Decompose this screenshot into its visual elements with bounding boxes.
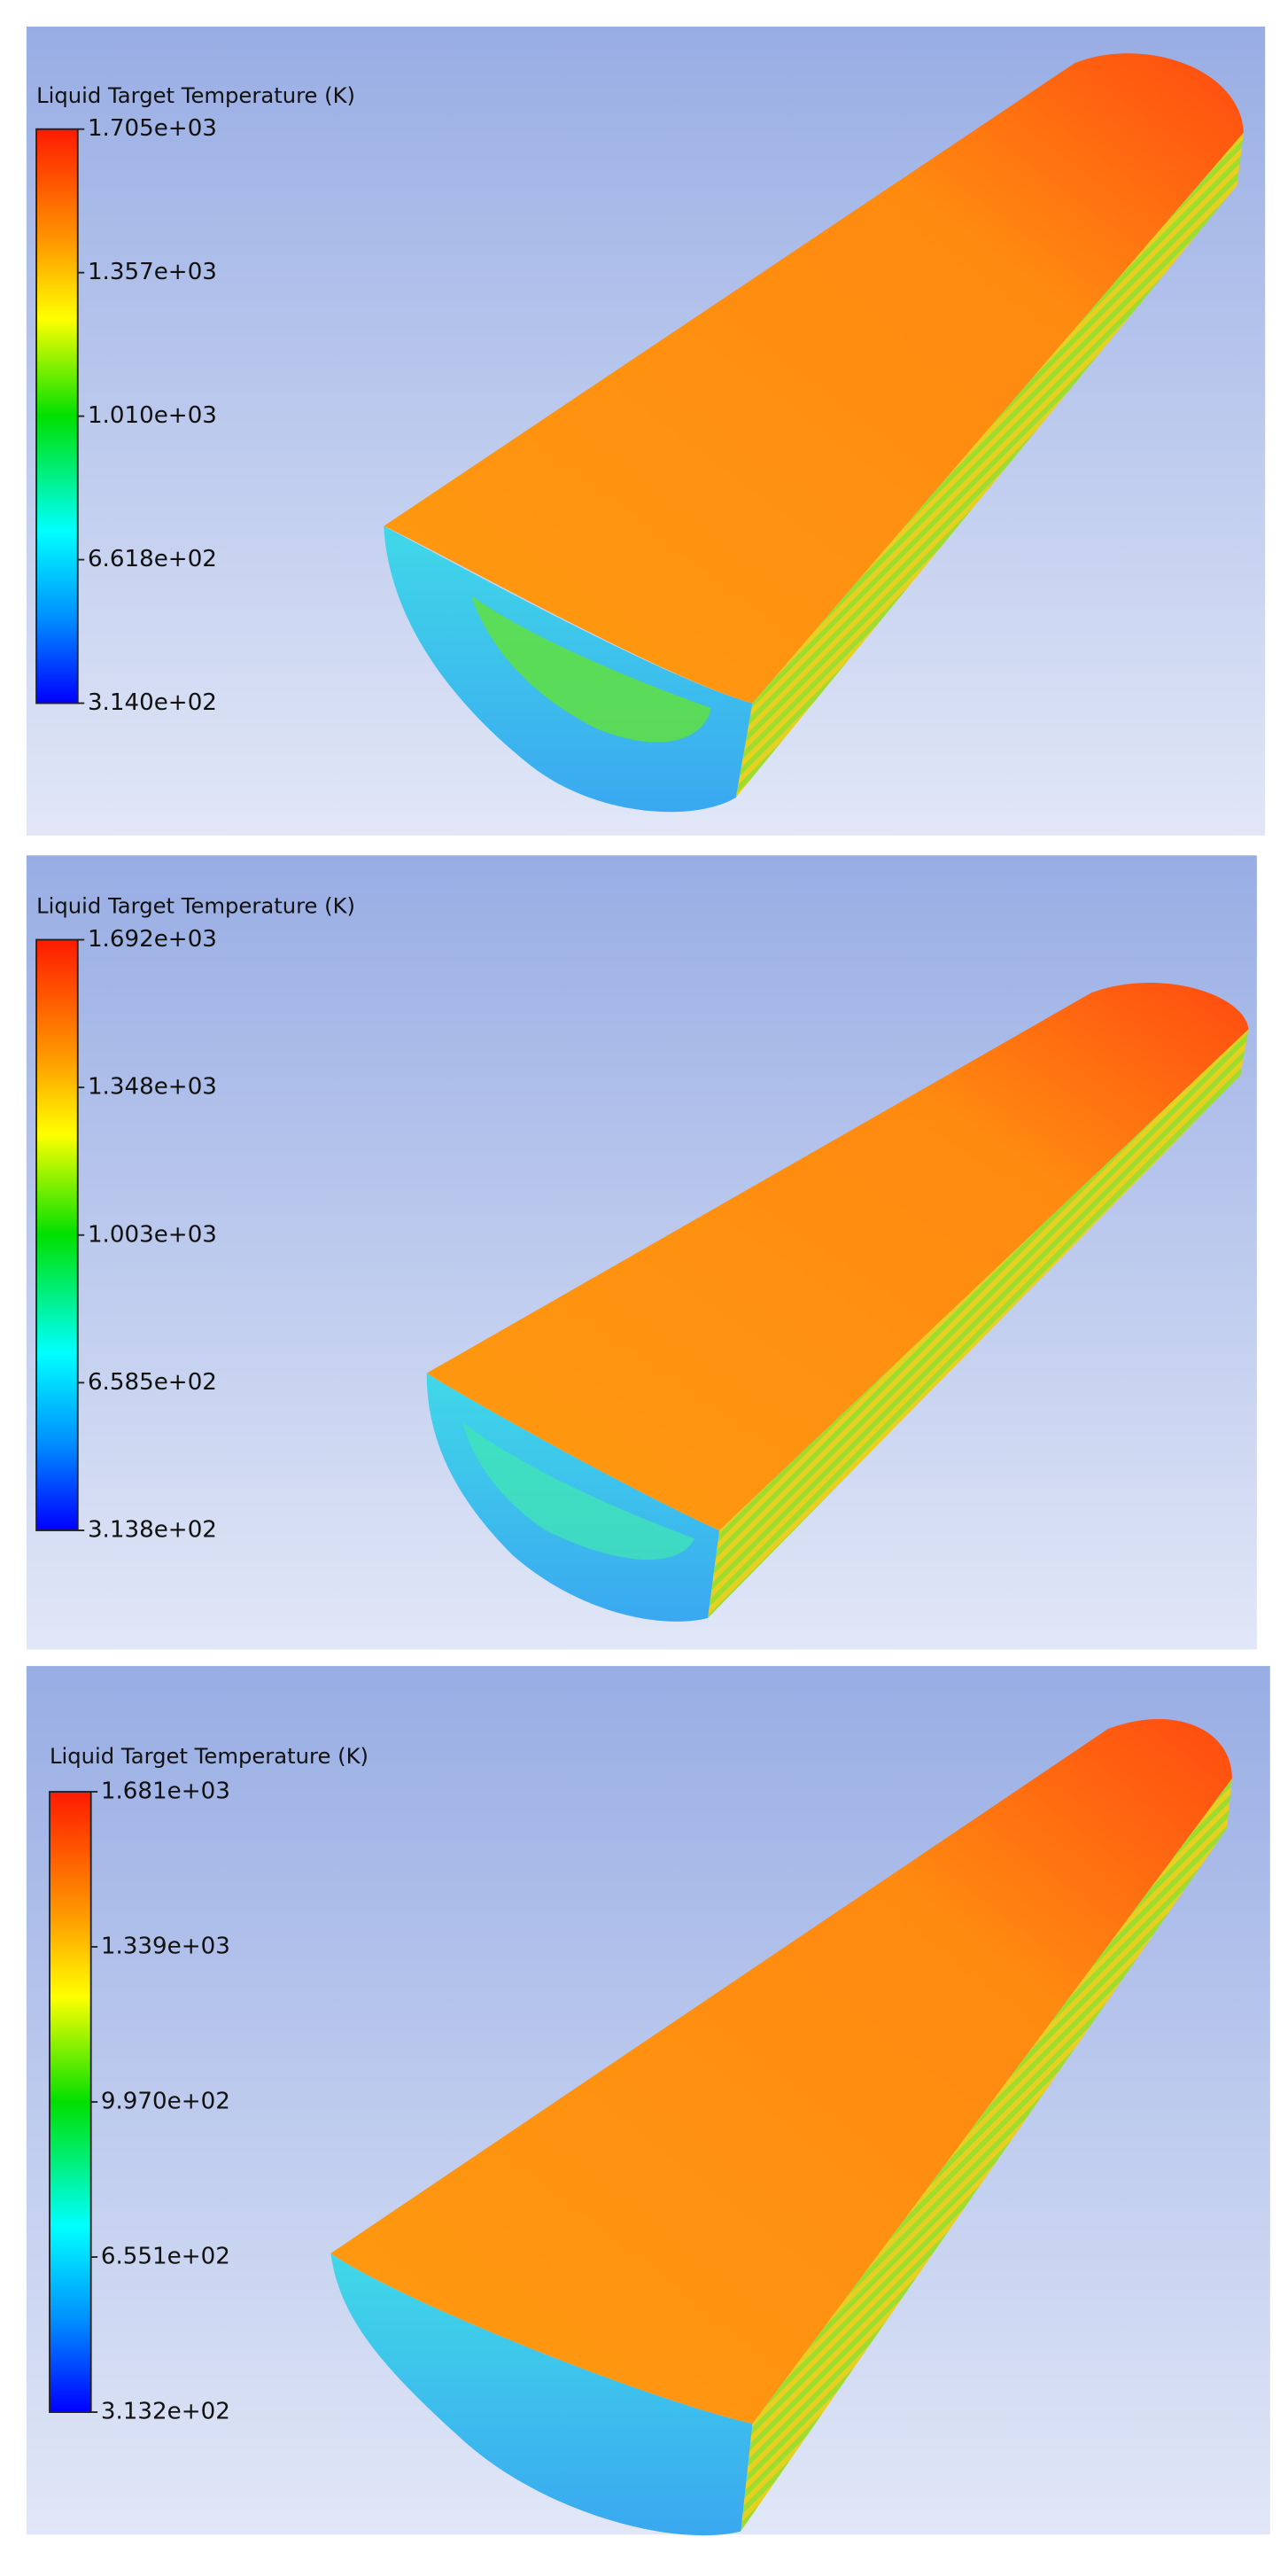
colorbar-label: 3.138e+02: [88, 1517, 217, 1544]
colorbar-label: 6.618e+02: [88, 546, 217, 572]
colorbar-label: 6.551e+02: [101, 2244, 230, 2270]
colorbar-label: 3.140e+02: [88, 689, 217, 716]
colorbar-label: 9.970e+02: [101, 2089, 230, 2115]
contour-object: [384, 53, 1244, 813]
colorbar-label: 3.132e+02: [101, 2399, 230, 2425]
colorbar-label: 1.003e+03: [88, 1221, 217, 1248]
colorbar-label: 6.585e+02: [88, 1369, 217, 1396]
colorbar-label: 1.010e+03: [88, 402, 217, 429]
colorbar: [49, 1791, 92, 2414]
colorbar-label: 1.692e+03: [88, 926, 217, 953]
legend-title: Liquid Target Temperature (K): [50, 1743, 368, 1769]
colorbar: [35, 128, 79, 704]
colorbar: [35, 938, 79, 1531]
colorbar-label: 1.339e+03: [101, 1934, 230, 1960]
contour-object: [426, 982, 1249, 1622]
colorbar-label: 1.705e+03: [88, 115, 217, 142]
colorbar-label: 1.357e+03: [88, 259, 217, 285]
legend-title: Liquid Target Temperature (K): [36, 893, 355, 919]
colorbar-label: 1.681e+03: [101, 1778, 230, 1804]
legend-title: Liquid Target Temperature (K): [36, 82, 355, 108]
contour-object: [330, 1719, 1232, 2536]
colorbar-label: 1.348e+03: [88, 1074, 217, 1101]
